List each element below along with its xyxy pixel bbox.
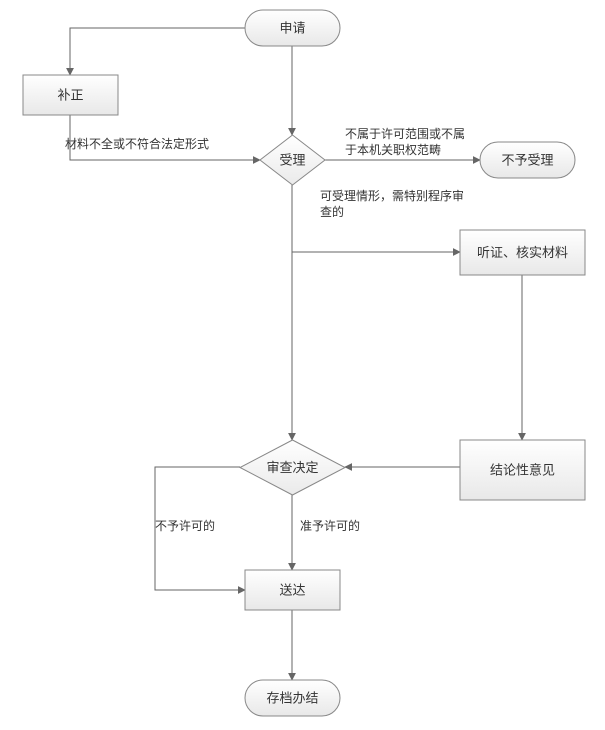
- node-label-reject: 不予受理: [501, 152, 553, 167]
- edge-label-accept-down: 查的: [320, 204, 344, 219]
- node-label-apply: 申请: [279, 20, 305, 35]
- edge-label-correct-accept-label: 材料不全或不符合法定形式: [65, 136, 209, 151]
- node-label-review: 审查决定: [266, 460, 318, 475]
- node-label-conclusion: 结论性意见: [490, 462, 555, 477]
- edge-label-accept-reject: 不属于许可范围或不属: [345, 127, 465, 141]
- node-label-correct: 补正: [57, 87, 83, 102]
- edge-label-accept-down: 可受理情形，需特别程序审: [320, 188, 464, 203]
- edge-label-review-deny-deliver: 不予许可的: [155, 518, 215, 533]
- edge-apply-correct: [70, 28, 245, 75]
- node-label-accept: 受理: [279, 152, 305, 167]
- flowchart-canvas: 材料不全或不符合法定形式 不属于许可范围或不属于本机关职权范畴可受理情形，需特别程…: [0, 0, 605, 730]
- edge-label-review-deliver: 准予许可的: [300, 518, 360, 533]
- node-label-archive: 存档办结: [266, 690, 318, 705]
- node-label-deliver: 送达: [279, 582, 305, 597]
- edge-label-accept-reject: 于本机关职权范畴: [345, 143, 441, 157]
- node-label-hearing: 听证、核实材料: [477, 245, 568, 260]
